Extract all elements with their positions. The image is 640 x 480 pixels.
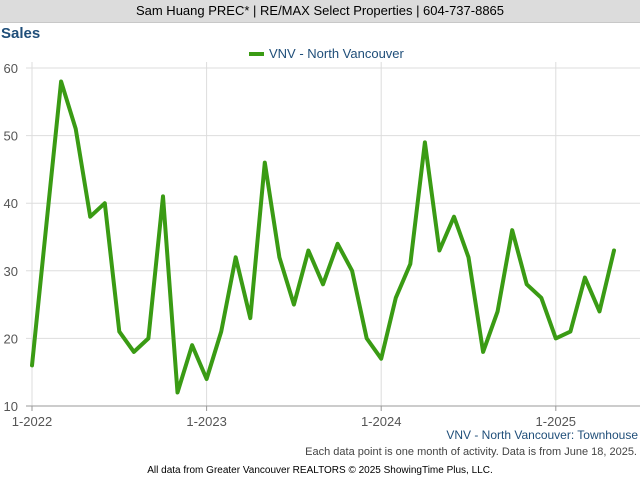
- data-point[interactable]: [131, 349, 137, 355]
- data-point[interactable]: [466, 254, 472, 260]
- data-point[interactable]: [305, 248, 311, 254]
- data-point[interactable]: [29, 362, 35, 368]
- data-point[interactable]: [597, 308, 603, 314]
- data-point[interactable]: [102, 200, 108, 206]
- data-point[interactable]: [567, 329, 573, 335]
- data-point[interactable]: [218, 329, 224, 335]
- axes: 10 20 30 40 50 60 1-2022 1-2023 1-2024 1-2025: [4, 61, 640, 429]
- data-point[interactable]: [320, 281, 326, 287]
- y-tick-label: 60: [4, 61, 18, 76]
- data-point[interactable]: [495, 308, 501, 314]
- x-tick-label: 1-2023: [186, 414, 226, 429]
- series-layer: [29, 79, 617, 396]
- data-point[interactable]: [73, 126, 79, 132]
- data-point[interactable]: [611, 248, 617, 254]
- data-point[interactable]: [553, 335, 559, 341]
- data-point[interactable]: [378, 356, 384, 362]
- data-point[interactable]: [422, 139, 428, 145]
- data-point[interactable]: [276, 254, 282, 260]
- footer-credit: All data from Greater Vancouver REALTORS…: [147, 465, 492, 476]
- data-point[interactable]: [189, 342, 195, 348]
- data-point[interactable]: [204, 376, 210, 382]
- data-point[interactable]: [451, 214, 457, 220]
- data-point[interactable]: [436, 248, 442, 254]
- data-point[interactable]: [349, 268, 355, 274]
- y-tick-label: 20: [4, 331, 18, 346]
- data-point[interactable]: [480, 349, 486, 355]
- data-point[interactable]: [262, 160, 268, 166]
- x-tick-label: 1-2025: [536, 414, 576, 429]
- data-point[interactable]: [364, 335, 370, 341]
- y-tick-label: 10: [4, 399, 18, 414]
- data-point[interactable]: [538, 295, 544, 301]
- data-point[interactable]: [247, 315, 253, 321]
- data-note: Each data point is one month of activity…: [305, 446, 637, 458]
- y-tick-label: 30: [4, 264, 18, 279]
- data-point[interactable]: [291, 302, 297, 308]
- data-point[interactable]: [58, 79, 64, 85]
- data-point[interactable]: [44, 221, 50, 227]
- data-point[interactable]: [175, 390, 181, 396]
- data-point[interactable]: [524, 281, 530, 287]
- header-text: Sam Huang PREC* | RE/MAX Select Properti…: [135, 3, 505, 18]
- chart-title: Sales: [1, 25, 41, 42]
- legend-label: VNV - North Vancouver: [269, 46, 405, 61]
- data-point[interactable]: [233, 254, 239, 260]
- data-point[interactable]: [335, 241, 341, 247]
- data-point[interactable]: [393, 295, 399, 301]
- y-tick-label: 50: [4, 129, 18, 144]
- grid-lines: [26, 62, 640, 407]
- legend: VNV - North Vancouver: [249, 46, 405, 61]
- data-point[interactable]: [145, 335, 151, 341]
- data-point[interactable]: [582, 275, 588, 281]
- data-point[interactable]: [116, 329, 122, 335]
- header-bar: Sam Huang PREC* | RE/MAX Select Properti…: [0, 0, 640, 23]
- data-point[interactable]: [87, 214, 93, 220]
- series-line-vnv-north-vancouver: [30, 79, 616, 395]
- data-point[interactable]: [509, 227, 515, 233]
- y-tick-label: 40: [4, 196, 18, 211]
- data-point[interactable]: [160, 193, 166, 199]
- x-tick-label: 1-2022: [12, 414, 52, 429]
- chart-subtitle: VNV - North Vancouver: Townhouse: [446, 428, 638, 442]
- data-point[interactable]: [407, 261, 413, 267]
- x-tick-label: 1-2024: [361, 414, 401, 429]
